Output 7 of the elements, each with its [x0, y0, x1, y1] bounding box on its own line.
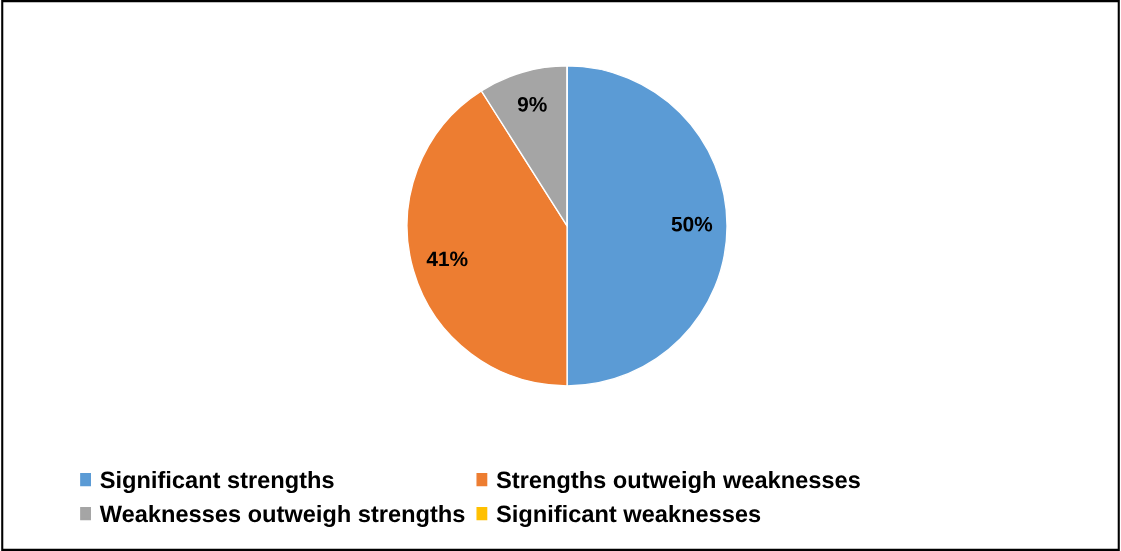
data-label: 9% [517, 96, 547, 112]
data-label: 50% [671, 216, 713, 232]
legend-label: Significant weaknesses [496, 504, 761, 527]
data-label: 41% [426, 251, 468, 267]
legend-label: Significant strengths [100, 470, 334, 494]
legend-label: Weaknesses outweigh strengths [99, 504, 465, 527]
legend-label: Strengths outweigh weaknesses [496, 470, 860, 494]
